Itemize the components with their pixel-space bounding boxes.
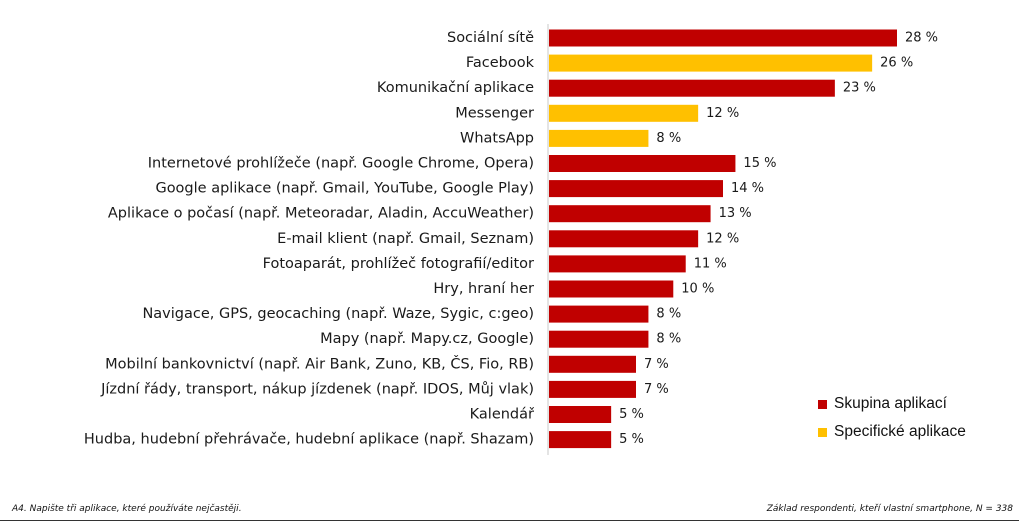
- bar: [549, 155, 736, 172]
- value-label: 26 %: [880, 56, 913, 71]
- value-label: 15 %: [743, 156, 776, 171]
- category-label: E-mail klient (např. Gmail, Seznam): [277, 231, 534, 247]
- value-label: 23 %: [843, 81, 876, 96]
- footer-question: A4. Napište tři aplikace, které používát…: [12, 504, 242, 514]
- bar: [549, 255, 686, 273]
- legend-label-specific: Specifické aplikace: [834, 423, 966, 440]
- category-label: Mapy (např. Mapy.cz, Google): [320, 331, 534, 347]
- bar: [549, 355, 636, 373]
- bar: [549, 406, 612, 423]
- value-label: 12 %: [706, 231, 739, 246]
- bar: [549, 431, 612, 449]
- legend-swatch-group: [818, 399, 827, 409]
- category-label: Facebook: [466, 55, 535, 71]
- legend-item-group: Skupina aplikací: [818, 390, 966, 418]
- value-label: 8 %: [656, 332, 681, 347]
- bar: [549, 104, 699, 122]
- legend-item-specific: Specifické aplikace: [818, 418, 966, 446]
- bar: [549, 205, 711, 223]
- category-label: Messenger: [455, 105, 534, 121]
- bar: [549, 380, 636, 398]
- legend: Skupina aplikací Specifické aplikace: [818, 390, 966, 446]
- category-label: Hry, hraní her: [433, 281, 534, 297]
- bar: [549, 305, 649, 323]
- bar: [549, 29, 897, 47]
- value-label: 5 %: [619, 432, 644, 447]
- category-label: Fotoaparát, prohlížeč fotografií/editor: [263, 256, 534, 272]
- category-label: Navigace, GPS, geocaching (např. Waze, S…: [142, 306, 534, 322]
- value-label: 14 %: [731, 181, 764, 196]
- bar: [549, 330, 649, 348]
- category-label: Kalendář: [470, 407, 535, 423]
- value-label: 13 %: [719, 206, 752, 221]
- value-label: 12 %: [706, 106, 739, 121]
- value-label: 10 %: [681, 282, 714, 297]
- value-label: 7 %: [644, 357, 669, 372]
- legend-swatch-specific: [818, 427, 827, 437]
- bar: [549, 230, 699, 248]
- category-label: Internetové prohlížeče (např. Google Chr…: [148, 156, 534, 172]
- category-label: Sociální sítě: [447, 30, 534, 46]
- category-label: Komunikační aplikace: [377, 80, 534, 96]
- value-label: 11 %: [694, 256, 727, 271]
- legend-label-group: Skupina aplikací: [834, 395, 947, 412]
- value-label: 8 %: [656, 131, 681, 146]
- value-label: 5 %: [619, 407, 644, 422]
- bar: [549, 79, 835, 97]
- footer: A4. Napište tři aplikace, které používát…: [0, 503, 1019, 521]
- value-label: 8 %: [656, 307, 681, 322]
- category-label: Hudba, hudební přehrávače, hudební aplik…: [84, 432, 534, 448]
- category-label: Google aplikace (např. Gmail, YouTube, G…: [155, 181, 534, 197]
- category-label: Mobilní bankovnictví (např. Air Bank, Zu…: [105, 354, 534, 372]
- category-label: Aplikace o počasí (např. Meteoradar, Ala…: [108, 206, 534, 222]
- bar: [549, 129, 649, 147]
- category-label: WhatsApp: [460, 130, 534, 146]
- bar: [549, 280, 674, 298]
- value-label: 28 %: [905, 31, 938, 46]
- bar: [549, 54, 873, 72]
- value-label: 7 %: [644, 382, 669, 397]
- bar: [549, 180, 723, 198]
- bar-chart: Sociální sítě Facebook Komunikační aplikac…: [84, 24, 938, 455]
- footer-base: Základ respondenti, kteří vlastní smartp…: [766, 504, 1013, 514]
- category-label: Jízdní řády, transport, nákup jízdenek (…: [100, 381, 534, 397]
